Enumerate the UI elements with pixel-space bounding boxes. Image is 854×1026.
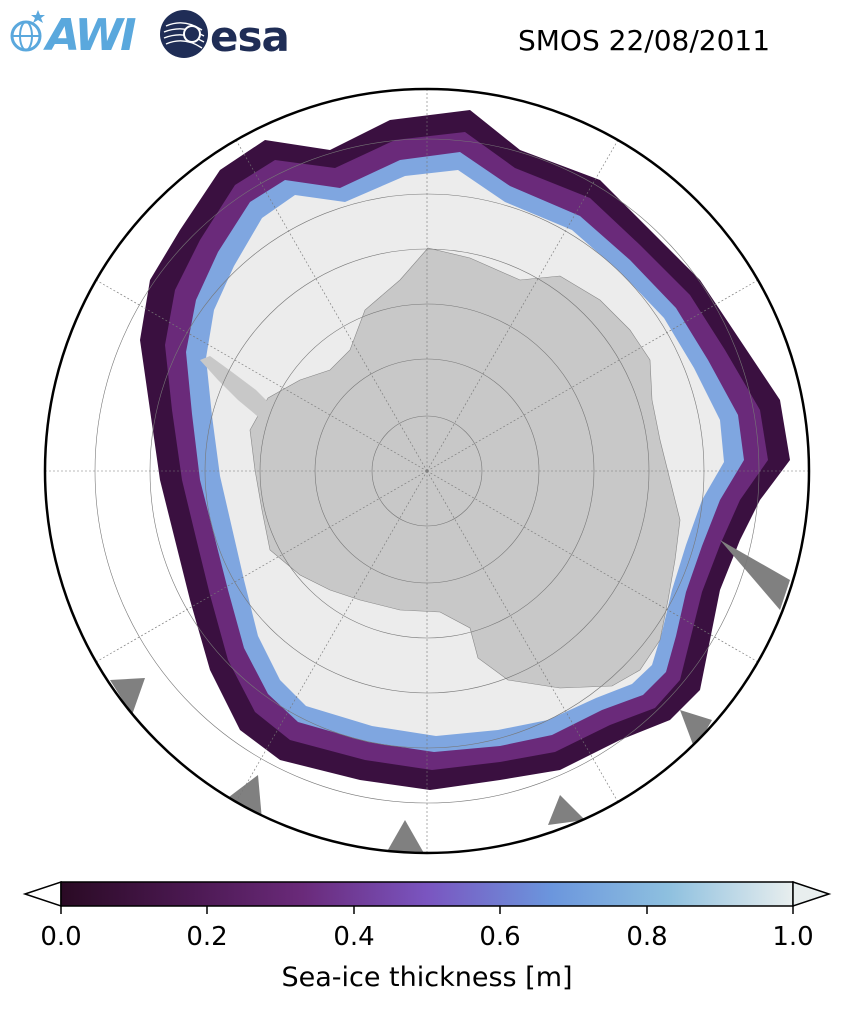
antarctica-land xyxy=(249,247,681,689)
map-content xyxy=(45,89,809,853)
colorbar-label: Sea-ice thickness [m] xyxy=(281,962,573,993)
awi-logo: AWI xyxy=(8,6,148,64)
colorbar-extend-min xyxy=(22,880,62,908)
esa-emblem-icon xyxy=(160,10,208,58)
colorbar-tick-label: 0.8 xyxy=(626,922,668,952)
colorbar-tick-label: 1.0 xyxy=(772,922,814,952)
esa-logo: esa xyxy=(158,8,308,64)
colorbar-tick-label: 0.2 xyxy=(186,922,228,952)
colorbar-strip xyxy=(22,880,832,914)
colorbar-ticks xyxy=(60,906,794,914)
esa-logo-text: esa xyxy=(210,12,290,61)
header: AWI esa SMOS 22/08/2011 xyxy=(0,0,854,80)
colorbar-extend-max xyxy=(792,880,832,908)
polar-map xyxy=(43,87,811,855)
map-boundary xyxy=(43,87,811,855)
no-data-regions xyxy=(110,540,790,853)
colorbar-gradient xyxy=(60,881,794,907)
colorbar: 0.0 0.2 0.4 0.6 0.8 1.0 Sea-ice thicknes… xyxy=(0,870,854,1026)
colorbar-tick-label: 0.4 xyxy=(333,922,375,952)
awi-logo-text: AWI xyxy=(46,10,137,61)
antarctic-peninsula xyxy=(200,356,272,420)
colorbar-tick-label: 0.0 xyxy=(40,922,82,952)
map-title: SMOS 22/08/2011 xyxy=(518,24,771,57)
colorbar-tick-label: 0.6 xyxy=(479,922,521,952)
awi-globe-icon xyxy=(10,10,45,52)
